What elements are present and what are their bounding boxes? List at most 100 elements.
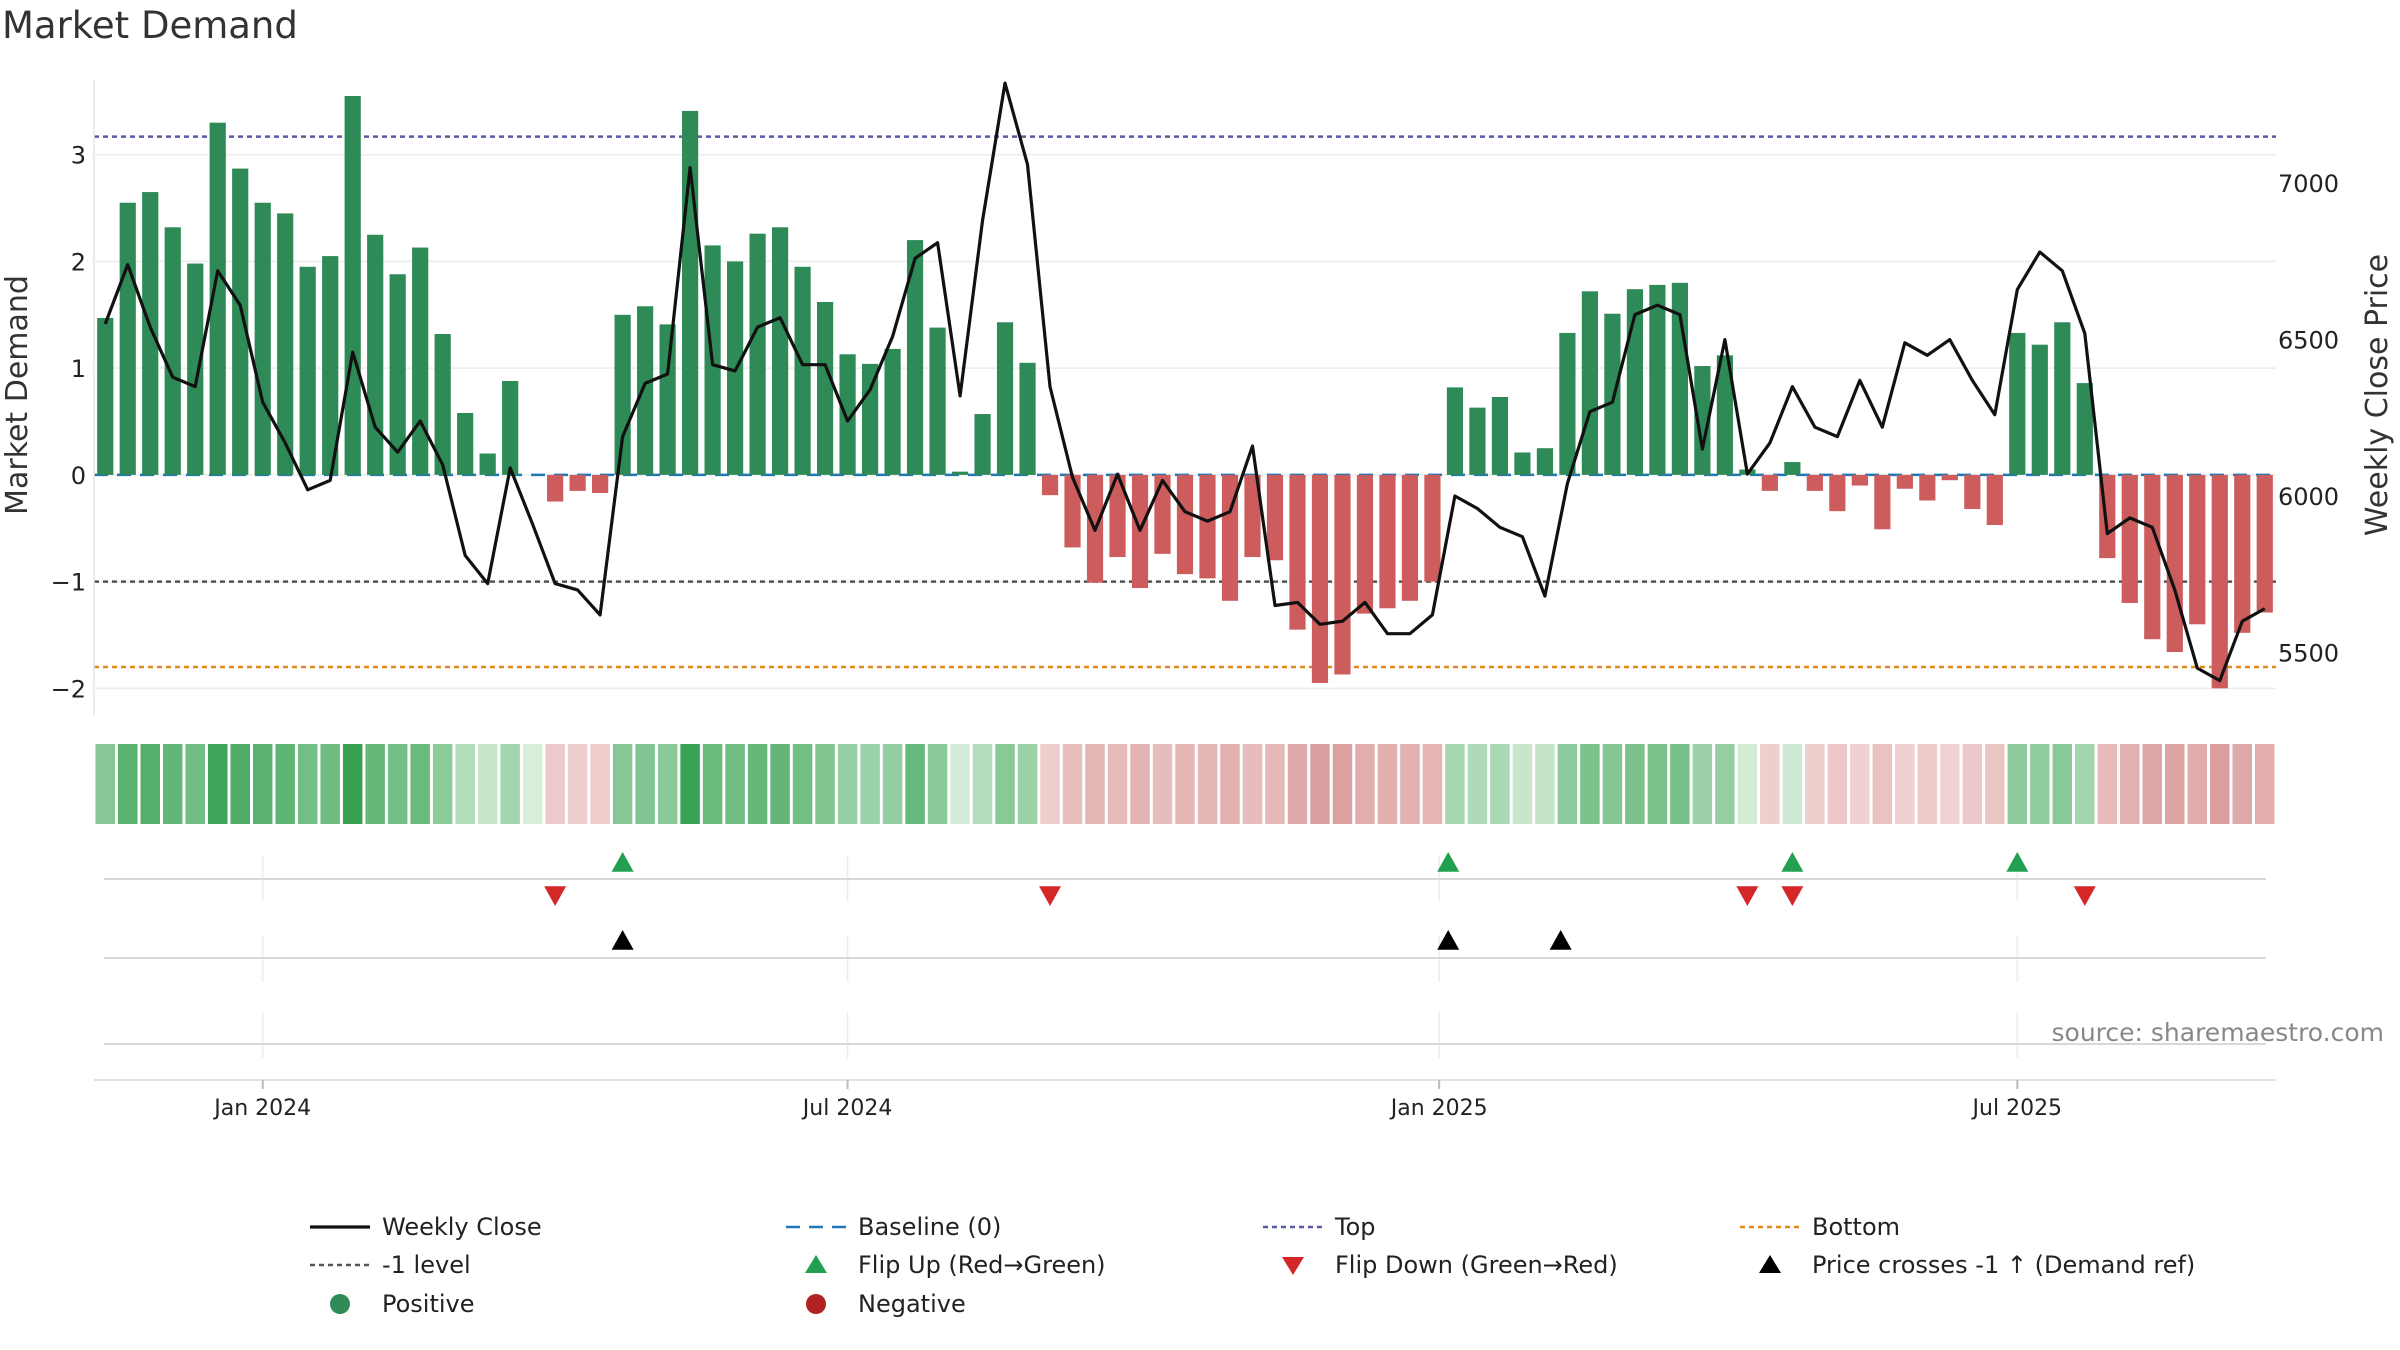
demand-bar-negative — [1064, 474, 1081, 548]
demand-bar-positive — [277, 213, 294, 475]
heat-cell — [1175, 744, 1195, 824]
y-left-tick-label: 1 — [71, 355, 86, 383]
demand-bar-positive — [1581, 291, 1599, 475]
heat-cell — [387, 744, 408, 824]
legend-item: Baseline (0) — [786, 1213, 1001, 1241]
heat-cell — [815, 744, 835, 824]
legend-swatch-circle — [330, 1294, 350, 1314]
demand-bar-positive — [1559, 332, 1576, 475]
heat-cell — [702, 744, 723, 824]
demand-bar-negative — [1154, 474, 1171, 554]
demand-bar-positive — [2031, 344, 2048, 475]
demand-bar-positive — [1604, 313, 1621, 475]
heat-cell — [1557, 744, 1578, 824]
heat-cell — [1805, 744, 1825, 824]
demand-bar-positive — [1694, 366, 1711, 475]
heat-cell — [410, 744, 430, 824]
heat-cell — [1827, 744, 1848, 824]
demand-bar-positive — [2076, 383, 2093, 475]
legend-item: Top — [1263, 1213, 1376, 1241]
heat-cell — [1332, 744, 1353, 824]
heat-cell — [297, 744, 318, 824]
heat-cell — [1062, 744, 1083, 824]
demand-bar-positive — [479, 453, 496, 475]
demand-bar-positive — [974, 414, 991, 475]
demand-bar-negative — [1874, 474, 1891, 530]
heat-cell — [1287, 744, 1308, 824]
heat-cell — [770, 744, 790, 824]
y-right-tick-label: 7000 — [2278, 170, 2339, 198]
demand-bar-negative — [1896, 474, 1913, 489]
heat-cell — [2120, 744, 2140, 824]
y-right-tick-label: 6000 — [2278, 483, 2339, 511]
heat-cell — [2210, 744, 2230, 824]
heat-cell — [725, 744, 745, 824]
legend-label: Bottom — [1812, 1213, 1900, 1241]
heat-cell — [2165, 744, 2185, 824]
demand-bar-positive — [209, 122, 226, 475]
demand-bar-positive — [187, 263, 204, 475]
heat-cell — [185, 744, 205, 824]
demand-bar-positive — [119, 202, 136, 475]
heat-cell — [1917, 744, 1938, 824]
demand-bar-negative — [1356, 474, 1374, 614]
legend-label: Flip Down (Green→Red) — [1335, 1251, 1618, 1279]
demand-bar-positive — [816, 301, 834, 475]
demand-bar-positive — [322, 256, 339, 475]
demand-bar-positive — [434, 334, 451, 475]
heat-cell — [2142, 744, 2163, 824]
demand-bar-positive — [1446, 387, 1464, 475]
demand-bar-positive — [1536, 448, 1554, 475]
heat-cell — [1130, 744, 1150, 824]
demand-bar-positive — [771, 227, 789, 475]
heat-cell — [1625, 744, 1645, 824]
legend-item: Bottom — [1740, 1213, 1900, 1241]
demand-bar-positive — [1469, 407, 1486, 475]
demand-bar-negative — [1761, 474, 1778, 491]
heat-cell — [882, 744, 903, 824]
demand-bar-negative — [2189, 474, 2206, 625]
flip-up-marker — [2006, 852, 2029, 872]
legend: Weekly Close Baseline (0) Top Bottom -1 leve… — [310, 1213, 2195, 1318]
heat-cell — [1580, 744, 1600, 824]
demand-bar-negative — [1289, 474, 1306, 630]
heat-cell — [545, 744, 565, 824]
demand-bar-positive — [299, 266, 316, 475]
weekly-close-line-group — [103, 81, 2266, 683]
flip-down-marker — [1781, 886, 1804, 906]
heat-cell — [1850, 744, 1870, 824]
heat-cell — [500, 744, 520, 824]
flip-down-marker — [1039, 886, 1062, 906]
heat-cell — [1512, 744, 1533, 824]
y-right-tick-label: 5500 — [2278, 639, 2339, 667]
heat-cell — [837, 744, 858, 824]
y-left-tick-label: −1 — [51, 569, 86, 597]
demand-bar-positive — [794, 266, 811, 475]
demand-bar-positive — [1514, 452, 1531, 475]
demand-bar-negative — [1109, 474, 1126, 558]
demand-bar-negative — [1806, 474, 1823, 491]
heat-cell — [522, 744, 543, 824]
heat-cell — [1242, 744, 1263, 824]
heat-cell — [230, 744, 250, 824]
demand-bar-positive — [614, 314, 631, 475]
heat-cell — [117, 744, 138, 824]
demand-bar-positive — [389, 274, 406, 475]
heat-cell — [2075, 744, 2095, 824]
demand-bar-positive — [2054, 322, 2071, 475]
heat-cell — [1737, 744, 1758, 824]
legend-swatch-triangle-up — [1759, 1255, 1781, 1273]
heat-cell — [1445, 744, 1465, 824]
demand-bar-positive — [1649, 284, 1666, 475]
demand-bar-negative — [2144, 474, 2161, 640]
x-tick-label: Jul 2024 — [801, 1096, 893, 1121]
demand-bar-positive — [232, 168, 249, 475]
heat-cell — [1535, 744, 1555, 824]
heat-cell — [1602, 744, 1623, 824]
heat-cell — [140, 744, 160, 824]
y-axis-left-label: Market Demand — [0, 275, 35, 515]
demand-bar-positive — [929, 327, 946, 475]
heat-cell — [1715, 744, 1735, 824]
price-cross-marker — [611, 930, 634, 950]
